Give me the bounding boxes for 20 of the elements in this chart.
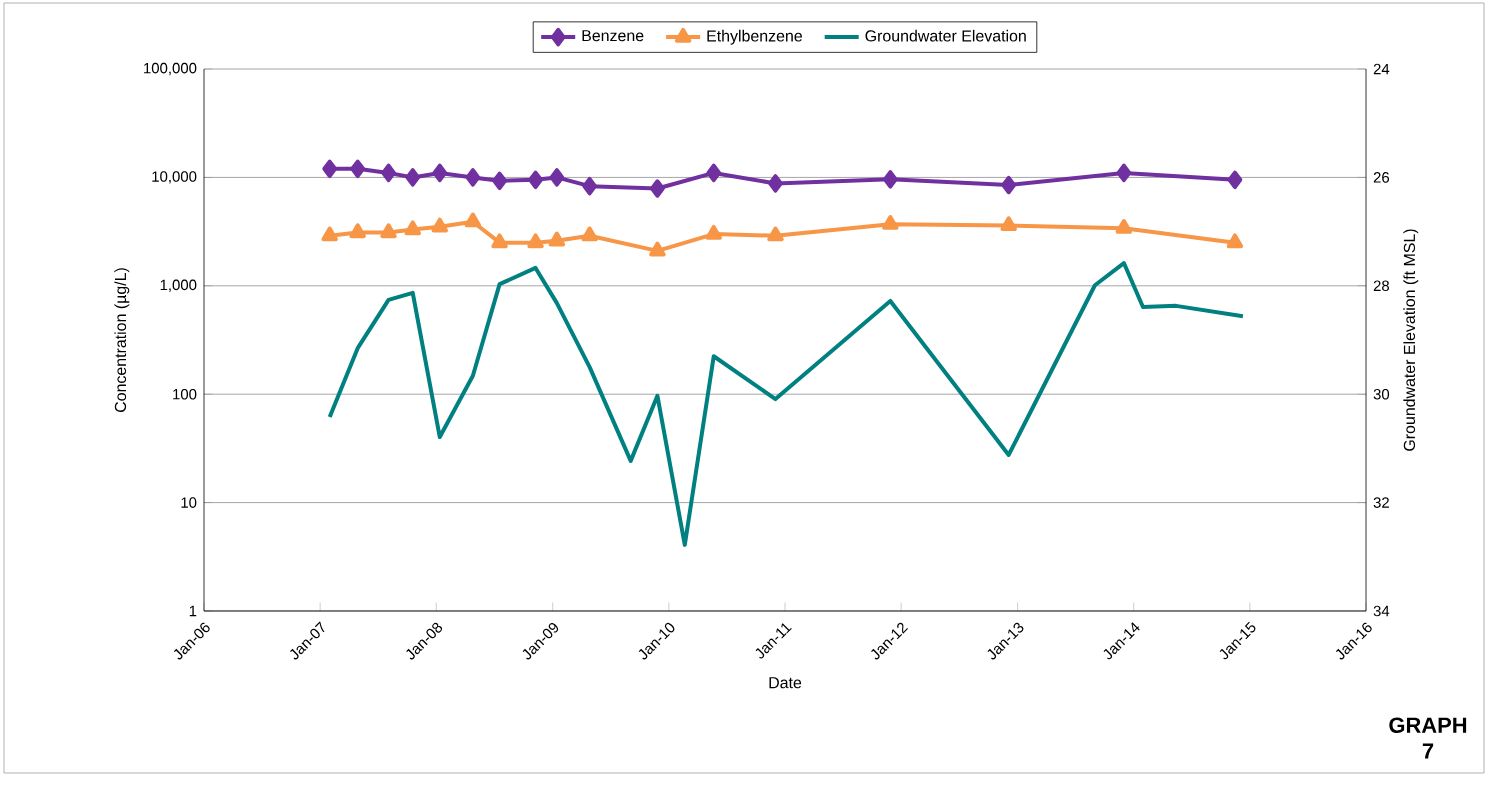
y2-tick-label: 32 [1373,497,1389,508]
legend-label: Ethylbenzene [707,29,802,45]
y-tick-label: 100,000 [144,62,197,76]
y-tick-label: 1,000 [160,279,197,292]
y-tick-label: 10 [181,497,197,508]
line-series [327,261,1245,547]
y2-tick-label: 34 [1373,605,1390,617]
y-tick-label: 10,000 [152,171,197,184]
y-tick-label: 100 [173,388,197,400]
x-axis-title: Date [769,677,802,689]
y-tick-label: 1 [189,605,197,617]
caption: GRAPH 7 [1389,717,1467,759]
y2-tick-label: 28 [1373,280,1390,292]
legend-label: Benzene [582,30,644,42]
y2-tick-label: 24 [1373,63,1390,75]
y2-tick-label: 30 [1373,388,1390,400]
y-axis-title: Concentration (µg/L) [114,268,130,413]
y2-tick-label: 26 [1373,172,1390,183]
legend-label: Groundwater Elevation [865,29,1026,42]
y2-axis-title: Groundwater Elevation (ft MSL) [1403,229,1419,451]
